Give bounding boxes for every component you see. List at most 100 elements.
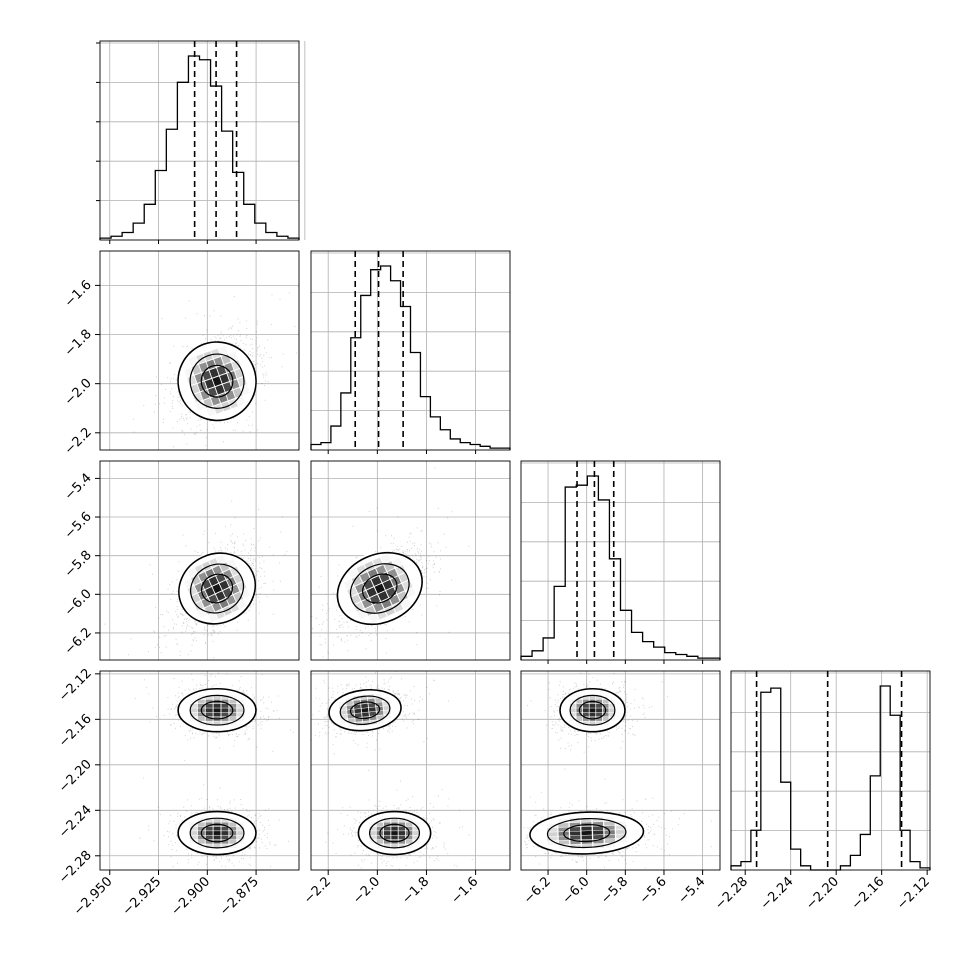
density-bin [359,572,371,583]
density-bin [405,839,413,844]
density-bin [356,564,367,575]
density-bin [615,829,627,834]
density-bin [348,568,359,579]
density-bin [398,818,406,822]
density-bin [402,580,413,591]
diag-panel-3 [730,670,931,871]
density-layer [104,500,288,659]
density-bin [224,362,234,373]
contour-line-0-2 [200,364,234,398]
density-bin [398,835,406,840]
y-tick-label: −2.0 [62,376,95,409]
density-bin [229,839,237,844]
density-bin [362,712,369,717]
density-bin [205,721,213,726]
pair-panel-3-2 [520,670,721,871]
contour-line-0-2 [362,573,398,604]
density-bin [207,387,218,398]
density-bin [398,844,406,849]
axes-frame [99,40,300,241]
density-bin [205,699,213,704]
density-bin [569,716,576,721]
density-bin [237,822,245,827]
density-bin [233,592,243,602]
density-bin [596,716,602,721]
density-bin [589,703,596,708]
density-bin [229,712,237,717]
density-bin [221,708,229,713]
density-bin [213,712,221,717]
density-bin [389,594,400,605]
density-bin [213,356,224,367]
x-tick-label: −2.20 [803,874,842,913]
density-bin [197,721,205,726]
density-bin [196,400,206,411]
density-bin [392,602,404,613]
density-bin [205,831,213,835]
density-bin [398,826,406,831]
diag-panel-1 [310,250,511,451]
density-bin [383,822,391,827]
diag-panel-2 [520,460,721,661]
density-layer [311,671,473,870]
density-bin [627,829,638,834]
density-bin [405,826,413,831]
y-axis-3: −2.28 −2.24 −2.20 −2.16 −2.12 [56,666,100,887]
density-bin [205,716,213,721]
density-bin [197,703,205,708]
y-tick-label: −2.2 [62,425,95,458]
density-bin [205,695,213,700]
density-bin [602,716,609,721]
density-bin [569,708,576,713]
density-bin [213,721,221,726]
density-bin [187,586,197,596]
contour-line-0-2 [349,701,381,720]
density-bin [376,564,387,575]
axes-frame [310,670,511,871]
density-bin [229,835,237,840]
y-tick-label: −6.0 [62,587,95,620]
density-bin [189,839,197,844]
density-bin [413,835,420,840]
density-bin [221,835,229,840]
density-bin [237,703,245,708]
contour-line-0-1 [339,695,391,725]
density-bin [615,821,627,826]
density-bin [609,703,616,708]
y-tick-label: −5.4 [62,471,95,504]
density-bin [237,716,245,721]
density-bin [369,711,377,717]
contour-line-0-1 [189,694,245,726]
density-bin [383,839,391,844]
histogram-step [99,55,300,240]
pair-panel-2-1 [310,460,511,661]
density-bin [546,823,558,828]
density-bin [213,695,221,700]
density-bin [391,818,398,822]
density-bin [354,708,362,714]
density-bin [609,712,616,717]
density-bin [420,831,428,835]
density-bin [205,826,213,831]
density-bin [197,822,205,827]
density-bin [558,823,569,828]
density-bin [245,708,253,713]
density-bin [576,703,583,708]
pair-panel-2-0 [99,460,300,661]
density-bin [547,832,558,837]
diag-panel-0 [96,40,306,241]
density-bin [593,830,604,835]
density-bin [197,839,205,844]
density-bin [581,835,593,840]
density-bin [197,826,205,831]
density-bin [582,695,589,700]
density-bin [189,831,197,835]
density-layer [134,672,299,870]
density-bin [376,839,384,844]
y-tick-label: −5.6 [62,509,95,542]
density-bin [332,711,340,716]
y-tick-label: −1.8 [62,327,95,360]
density-bin [368,613,379,624]
density-bin [374,583,385,594]
y-tick-label: −2.20 [56,757,95,796]
